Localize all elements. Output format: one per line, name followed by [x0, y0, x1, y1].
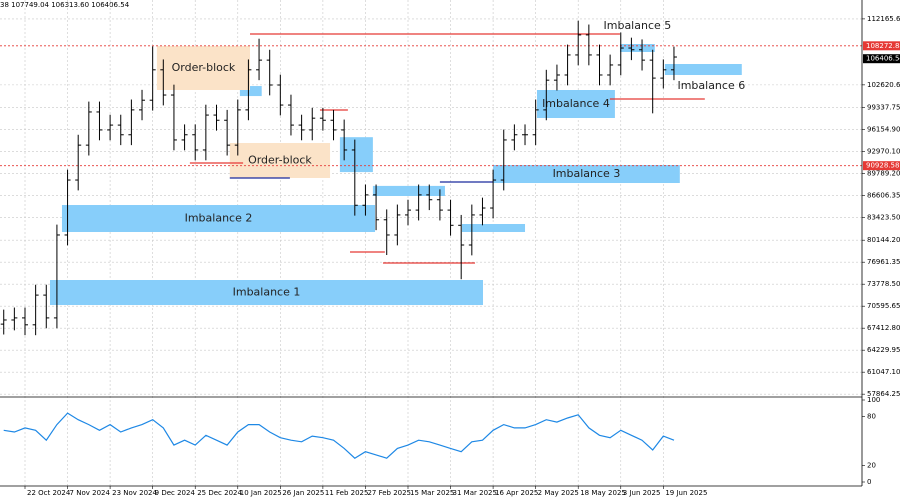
y-tick-label: 92970.10 — [867, 148, 900, 156]
x-tick-label: 19 Jun 2025 — [665, 489, 707, 497]
zone — [229, 143, 331, 179]
zone-label: Imbalance 5 — [604, 19, 672, 32]
zone — [493, 165, 680, 184]
rsi-line — [3, 412, 675, 459]
y-tick-label: 20 — [867, 462, 876, 470]
price-tag — [863, 41, 900, 51]
zone-label: Imbalance 2 — [185, 212, 253, 225]
x-tick-label: 27 Feb 2025 — [367, 489, 411, 497]
zone-label: Imbalance 4 — [542, 97, 610, 110]
zone — [664, 64, 742, 76]
zone-label: Order-block — [172, 61, 236, 74]
price-tag-label: 106406.54 — [866, 55, 900, 63]
y-tick-label: 80 — [867, 412, 876, 420]
zone — [461, 223, 526, 233]
x-tick-label: 2 May 2025 — [538, 489, 579, 497]
y-tick-label: 0 — [867, 478, 871, 486]
y-tick-label: 96154.90 — [867, 126, 900, 134]
y-tick-label: 80144.20 — [867, 236, 900, 244]
price-tag-label: 90928.58 — [866, 162, 899, 170]
price-tag — [863, 54, 900, 64]
zone-label: Imbalance 3 — [553, 167, 621, 180]
zone-label: Order-block — [248, 154, 312, 167]
y-tick-label: 102620.60 — [867, 81, 900, 89]
zone — [50, 280, 483, 306]
zone-label: Imbalance 6 — [677, 79, 745, 92]
x-tick-label: 23 Nov 2024 — [112, 489, 157, 497]
y-tick-label: 89789.20 — [867, 170, 900, 178]
x-tick-label: 26 Jan 2025 — [282, 489, 324, 497]
price-tag — [863, 161, 900, 171]
zone — [61, 205, 376, 233]
x-tick-label: 10 Jan 2025 — [240, 489, 282, 497]
x-tick-label: 7 Nov 2024 — [70, 489, 111, 497]
y-tick-label: 64229.95 — [867, 346, 900, 354]
x-tick-label: 3 Jun 2025 — [623, 489, 661, 497]
zone — [619, 44, 655, 52]
x-tick-label: 9 Dec 2024 — [155, 489, 196, 497]
zone — [239, 86, 262, 97]
y-tick-label: 70595.65 — [867, 302, 900, 310]
y-tick-label: 76961.35 — [867, 258, 900, 266]
y-tick-label: 86606.35 — [867, 192, 900, 200]
x-tick-label: 18 May 2025 — [580, 489, 626, 497]
y-tick-label: 112165.65 — [867, 15, 900, 23]
price-tag-label: 108272.88 — [866, 42, 900, 50]
x-tick-label: 16 Apr 2025 — [495, 489, 538, 497]
price-header: 38 107749.04 106313.60 106406.54 — [0, 1, 130, 9]
x-tick-label: 15 Mar 2025 — [410, 489, 454, 497]
x-tick-label: 31 Mar 2025 — [453, 489, 497, 497]
zone — [156, 45, 251, 91]
y-tick-label: 73778.50 — [867, 280, 900, 288]
zone — [536, 90, 615, 119]
zone-label: Imbalance 1 — [233, 286, 301, 299]
x-tick-label: 25 Dec 2024 — [197, 489, 242, 497]
y-tick-label: 57864.25 — [867, 390, 900, 398]
x-tick-label: 11 Feb 2025 — [325, 489, 369, 497]
y-tick-label: 100 — [867, 396, 880, 404]
y-tick-label: 99337.75 — [867, 104, 900, 112]
zone — [339, 137, 373, 173]
y-tick-label: 67412.80 — [867, 324, 900, 332]
y-tick-label: 83423.50 — [867, 214, 900, 222]
x-tick-label: 22 Oct 2024 — [27, 489, 71, 497]
zone — [372, 185, 445, 196]
y-tick-label: 61047.10 — [867, 368, 900, 376]
